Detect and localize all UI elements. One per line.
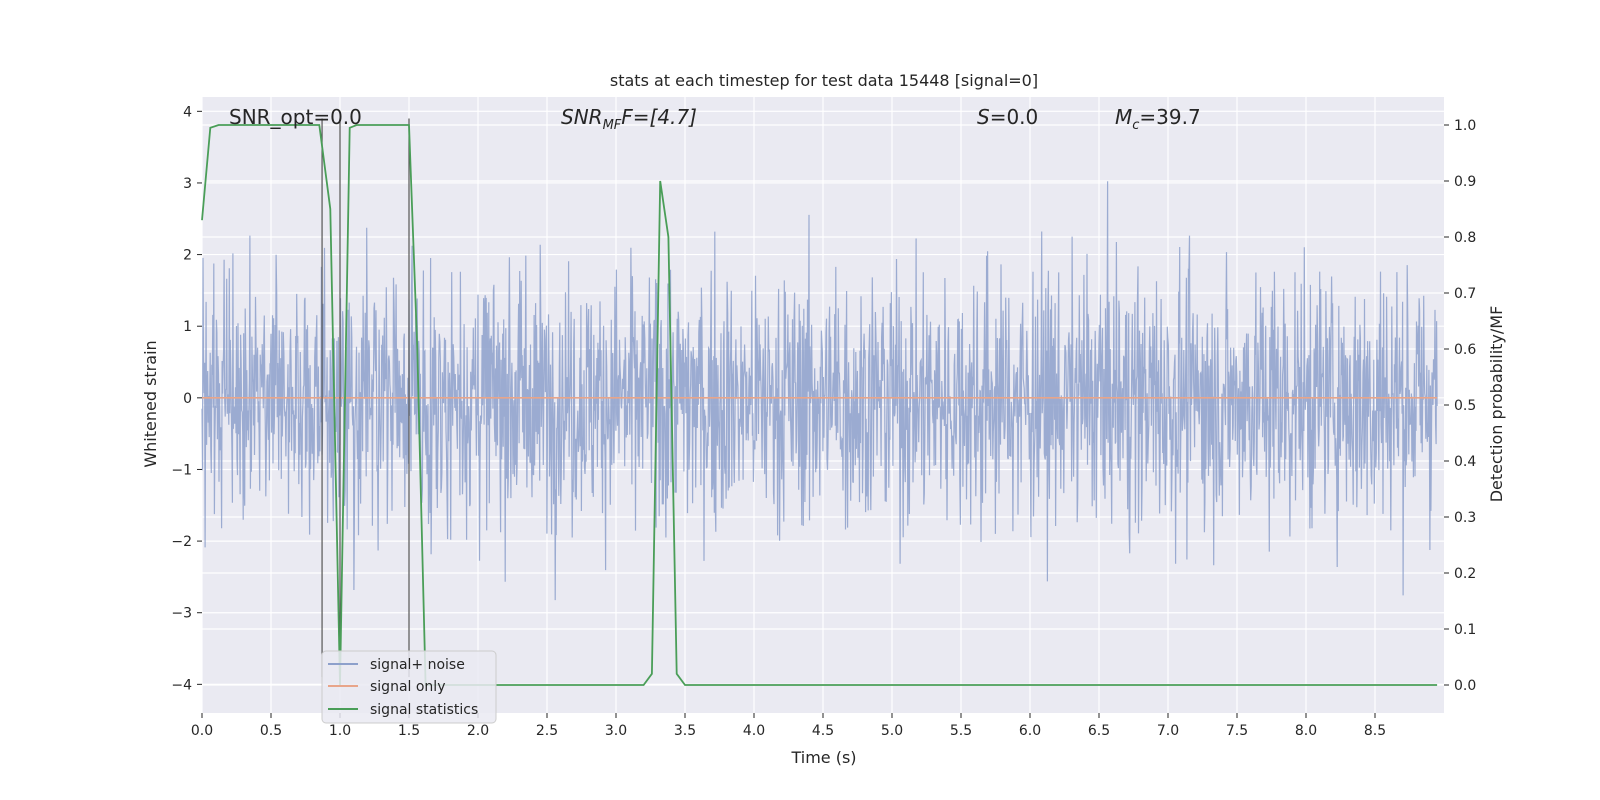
y-ticks: 4 3 2 1 0 −1 −2 −3 −4 [171, 104, 202, 693]
stats-line [201, 124, 1438, 686]
y2-tick-label-7: 0.3 [1454, 510, 1476, 526]
x-tick-label-1: 0.5 [260, 723, 282, 739]
y-tick-label-7: −3 [171, 606, 192, 622]
x-tick-label-6: 3.0 [605, 723, 627, 739]
x-axis-label: Time (s) [790, 748, 856, 767]
x-tick-label-14: 7.0 [1157, 723, 1179, 739]
annotation-s: S=0.0 [977, 105, 1038, 129]
x-tick-label-3: 1.5 [398, 723, 420, 739]
snr-mf-sub: MF [603, 118, 622, 133]
x-tick-label-11: 5.5 [950, 723, 972, 739]
y2-tick-label-5: 0.5 [1454, 398, 1476, 414]
y-tick-label-0: 4 [183, 104, 192, 120]
s-value: =0.0 [990, 105, 1039, 129]
y2-tick-label-9: 0.1 [1454, 622, 1476, 638]
annotation-mc: Mc=39.7 [1115, 105, 1201, 133]
x-tick-label-16: 8.0 [1295, 723, 1317, 739]
x-tick-label-17: 8.5 [1364, 723, 1386, 739]
x-tick-label-2: 1.0 [329, 723, 351, 739]
annotation-snr-mf: SNRMFF=[4.7] [561, 105, 697, 133]
x-tick-label-4: 2.0 [467, 723, 489, 739]
y2-tick-label-6: 0.4 [1454, 454, 1476, 470]
chart-title: stats at each timestep for test data 154… [610, 71, 1038, 90]
y-tick-label-5: −1 [171, 462, 192, 478]
legend-label-noise: signal+ noise [370, 657, 465, 673]
annotation-snr-opt: SNR_opt=0.0 [229, 105, 362, 129]
mc-sub: c [1132, 118, 1139, 133]
legend-box [321, 650, 497, 724]
vertical-markers [321, 118, 410, 678]
x-ticks: 0.0 0.5 1.0 1.5 2.0 2.5 3.0 3.5 4.0 4.5 5.0 5.5 6.0 6… [191, 713, 1386, 739]
mc-value: =39.7 [1139, 105, 1200, 129]
x-tick-label-5: 2.5 [536, 723, 558, 739]
x-tick-label-0: 0.0 [191, 723, 213, 739]
y-tick-label-4: 0 [183, 391, 192, 407]
noise-line [201, 181, 1438, 601]
y2-tick-label-2: 0.8 [1454, 230, 1476, 246]
legend-label-stats: signal statistics [370, 702, 478, 718]
snr-mf-rest: F=[4.7] [621, 105, 697, 129]
legend-label-signal: signal only [370, 679, 445, 695]
s-label: S [977, 105, 990, 129]
legend: signal+ noise signal only signal statist… [321, 650, 497, 724]
x-tick-label-10: 5.0 [881, 723, 903, 739]
y-tick-label-3: 1 [183, 319, 192, 335]
y-axis-label: Whitened strain [141, 340, 160, 467]
y-axis-label-right: Detection probability/MF [1487, 306, 1506, 503]
y2-tick-label-8: 0.2 [1454, 566, 1476, 582]
x-tick-label-13: 6.5 [1088, 723, 1110, 739]
x-tick-label-7: 3.5 [674, 723, 696, 739]
y-tick-label-6: −2 [171, 534, 192, 550]
noise-series [201, 181, 1438, 601]
snr-mf-f: F=[4.7] [621, 105, 697, 129]
y-tick-label-8: −4 [171, 677, 192, 693]
y-tick-label-2: 2 [183, 248, 192, 264]
x-tick-label-8: 4.0 [743, 723, 765, 739]
y2-tick-label-0: 1.0 [1454, 118, 1476, 134]
x-tick-label-12: 6.0 [1019, 723, 1041, 739]
signal-statistics-series [201, 124, 1438, 686]
y-tick-label-1: 3 [183, 176, 192, 192]
x-tick-label-9: 4.5 [812, 723, 834, 739]
snr-mf-base: SNR [561, 105, 603, 129]
y2-tick-label-3: 0.7 [1454, 286, 1476, 302]
y2-tick-label-4: 0.6 [1454, 342, 1476, 358]
y2-tick-label-10: 0.0 [1454, 678, 1476, 694]
mc-base: M [1115, 105, 1132, 129]
y2-tick-label-1: 0.9 [1454, 174, 1476, 190]
y-ticks-right: 1.0 0.9 0.8 0.7 0.6 0.5 0.4 0.3 0.2 0.1 0.0 [1444, 118, 1476, 694]
x-tick-label-15: 7.5 [1226, 723, 1248, 739]
